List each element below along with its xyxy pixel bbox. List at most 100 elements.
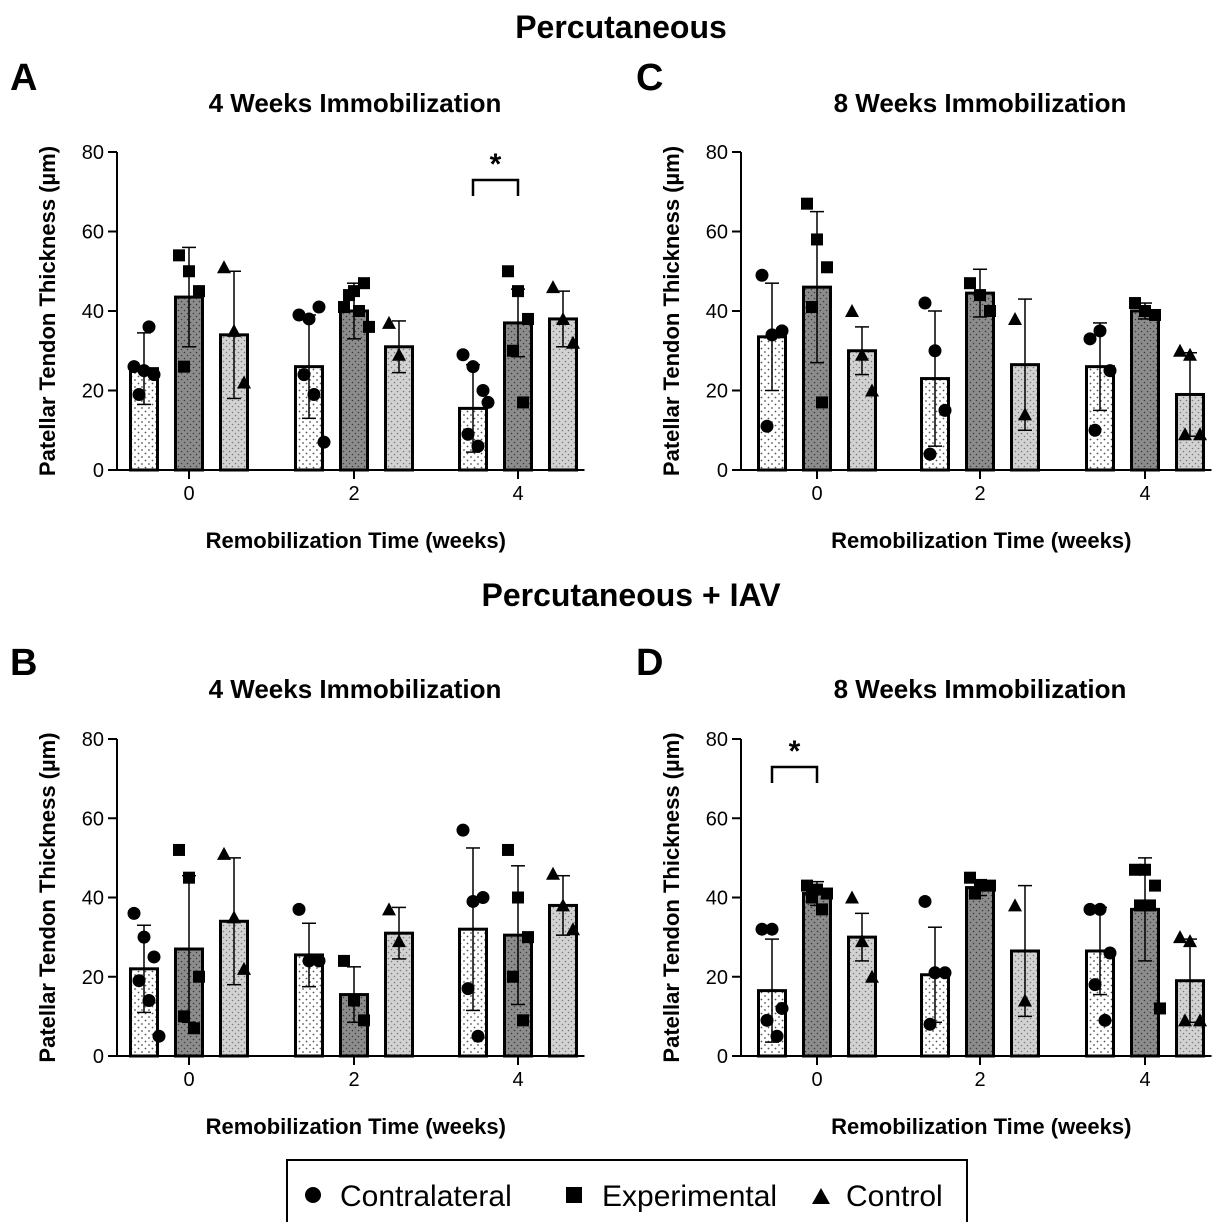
data-point-control — [382, 902, 396, 916]
data-point-contralateral — [928, 966, 942, 980]
y-tick-label: 60 — [706, 222, 728, 244]
data-point-experimental — [502, 843, 514, 856]
data-point-experimental — [1139, 305, 1151, 317]
panel-title: 4 Weeks Immobilization — [209, 88, 502, 118]
data-point-experimental — [512, 891, 524, 904]
data-point-contralateral — [755, 922, 769, 936]
data-point-control — [855, 347, 869, 361]
data-point-contralateral — [928, 344, 942, 358]
x-tick-label: 2 — [348, 483, 359, 505]
legend-marker-circle — [305, 1187, 321, 1203]
data-point-control — [227, 910, 241, 924]
bar-control — [384, 345, 414, 472]
data-point-experimental — [1134, 899, 1146, 912]
significance-star: * — [789, 735, 801, 768]
data-point-experimental — [517, 1014, 529, 1027]
data-point-contralateral — [1083, 332, 1097, 346]
data-point-contralateral — [456, 348, 470, 362]
data-point-experimental — [964, 277, 976, 290]
y-tick-label: 0 — [717, 460, 728, 482]
data-point-contralateral — [152, 1029, 166, 1043]
x-tick-label: 0 — [811, 483, 822, 505]
data-point-experimental — [821, 887, 833, 900]
data-point-experimental — [173, 843, 185, 856]
y-tick-label: 40 — [706, 301, 728, 323]
data-point-experimental — [1129, 863, 1141, 876]
data-point-contralateral — [466, 360, 480, 374]
y-tick-label: 20 — [706, 967, 728, 989]
data-point-contralateral — [1093, 324, 1107, 338]
data-point-experimental — [178, 360, 190, 373]
y-tick-label: 60 — [706, 808, 728, 830]
significance-bracket — [770, 765, 819, 783]
y-tick-label: 80 — [706, 142, 728, 164]
data-point-experimental — [193, 970, 205, 983]
data-point-contralateral — [1088, 978, 1102, 992]
panel-letter: D — [636, 642, 663, 684]
data-point-experimental — [507, 970, 519, 983]
data-point-contralateral — [127, 906, 141, 920]
data-point-contralateral — [292, 308, 306, 322]
data-point-experimental — [1154, 1002, 1166, 1015]
x-tick-label: 2 — [348, 1069, 359, 1091]
panel-D: D8 Weeks Immobilization020406080Patellar… — [636, 642, 1212, 1139]
y-tick-label: 40 — [82, 301, 104, 323]
data-point-control — [845, 890, 859, 904]
bar-experimental — [965, 886, 995, 1058]
data-point-contralateral — [147, 950, 161, 964]
data-point-contralateral — [755, 268, 769, 282]
data-point-experimental — [358, 277, 370, 290]
data-point-control — [865, 969, 879, 983]
legend-label-control: Control — [846, 1180, 943, 1213]
data-point-experimental — [806, 301, 818, 314]
y-tick-label: 20 — [706, 381, 728, 403]
panel-title: 8 Weeks Immobilization — [834, 674, 1127, 704]
data-point-contralateral — [137, 930, 151, 944]
panels: A4 Weeks Immobilization020406080Patellar… — [10, 57, 1212, 1139]
data-point-contralateral — [775, 324, 789, 338]
y-tick-label: 20 — [82, 967, 104, 989]
data-point-control — [546, 866, 560, 880]
data-point-experimental — [517, 396, 529, 409]
data-point-experimental — [353, 305, 365, 317]
data-point-control — [556, 311, 570, 325]
data-point-control — [1018, 993, 1032, 1007]
x-tick-label: 0 — [183, 1069, 194, 1091]
data-point-control — [865, 383, 879, 397]
data-point-experimental — [806, 891, 818, 904]
data-point-experimental — [173, 249, 185, 262]
data-point-contralateral — [1088, 423, 1102, 437]
y-tick-label: 40 — [82, 888, 104, 910]
data-point-experimental — [964, 871, 976, 884]
data-point-experimental — [811, 233, 823, 246]
data-point-experimental — [1149, 308, 1161, 321]
section-title-percutaneous-iav: Percutaneous + IAV — [481, 577, 781, 613]
legend-marker-square — [566, 1187, 582, 1203]
x-axis-label: Remobilization Time (weeks) — [831, 528, 1131, 553]
data-point-control — [1183, 934, 1197, 948]
significance-star: * — [490, 148, 502, 181]
data-point-experimental — [816, 903, 828, 916]
data-point-experimental — [816, 396, 828, 409]
data-point-contralateral — [142, 994, 156, 1008]
data-point-contralateral — [923, 1017, 937, 1031]
data-point-contralateral — [760, 419, 774, 433]
data-point-control — [845, 304, 859, 317]
data-point-contralateral — [317, 435, 331, 449]
panel-B: B4 Weeks Immobilization020406080Patellar… — [10, 642, 585, 1139]
y-axis-label: Patellar Tendon Thickness (µm) — [35, 146, 60, 476]
data-point-experimental — [502, 265, 514, 278]
panel-title: 4 Weeks Immobilization — [209, 674, 502, 704]
y-tick-label: 60 — [82, 808, 104, 830]
data-point-experimental — [821, 261, 833, 274]
data-point-contralateral — [471, 1029, 485, 1043]
data-point-experimental — [193, 285, 205, 298]
data-point-experimental — [1129, 297, 1141, 310]
data-point-experimental — [512, 285, 524, 298]
data-point-contralateral — [312, 300, 326, 314]
panel-C: C8 Weeks Immobilization020406080Patellar… — [636, 57, 1212, 553]
data-point-contralateral — [770, 1029, 784, 1043]
bar-experimental — [1130, 309, 1160, 472]
data-point-experimental — [801, 879, 813, 892]
data-point-contralateral — [461, 427, 475, 441]
